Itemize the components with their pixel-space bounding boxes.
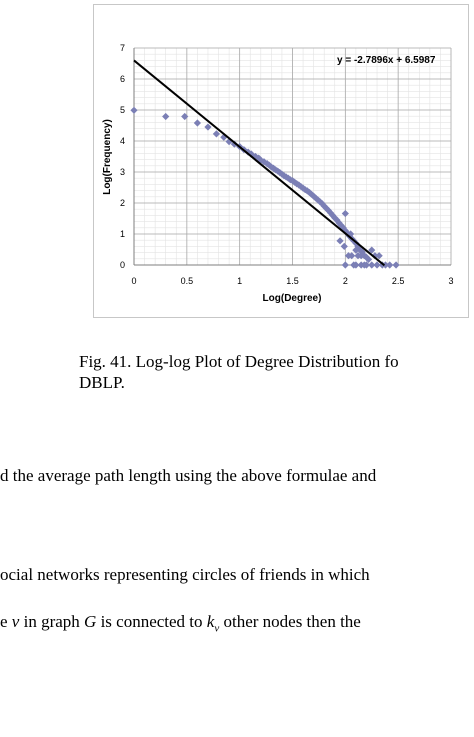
data-point [212,130,221,138]
data-point [350,261,358,269]
data-point [371,252,379,260]
math-v: v [11,612,20,631]
gridlines [133,47,452,266]
math-G: G [84,612,97,631]
data-point [354,242,362,250]
data-point [392,261,400,269]
y-tick-label: 7 [120,43,125,53]
data-point [373,261,381,269]
y-tick-label: 1 [120,229,125,239]
x-axis-label: Log(Degree) [263,293,322,304]
y-tick-label: 2 [120,198,125,208]
figure-caption-line2: DBLP. [79,373,125,392]
data-point [368,261,376,269]
x-tick-label: 2 [343,276,348,286]
x-tick-label: 0.5 [181,276,194,286]
data-point [314,196,322,204]
body-text-line3: e v in graph G is connected to kv other … [0,612,361,638]
data-point [130,106,138,114]
data-point [274,167,282,175]
data-point [204,123,212,131]
data-point [329,211,337,219]
tick-labels: 0 0.5 1 1.5 2 2.5 3 0 1 2 3 4 5 6 7 [120,43,454,286]
data-point [375,252,383,260]
data-point [364,255,373,264]
text-segment: e [0,612,12,631]
data-point [316,198,324,206]
figure-caption-line1: Fig. 41. Log-log Plot of Degree Distribu… [79,352,399,371]
data-point [386,261,394,269]
y-tick-label: 4 [120,136,125,146]
trendline-line [133,59,386,267]
x-tick-label: 0 [131,276,136,286]
data-point [181,112,189,121]
x-tick-label: 1.5 [286,276,299,286]
data-point [331,214,339,222]
x-tick-label: 3 [448,276,453,286]
data-point [354,252,362,260]
chart-frame: 0 0.5 1 1.5 2 2.5 3 0 1 2 3 4 5 6 7 y = -2.7896x + 6.5… [93,4,469,318]
data-point [352,246,360,254]
data-point [381,261,390,269]
data-point [336,237,344,245]
data-point [299,184,307,192]
data-point [162,112,170,121]
text-segment: is connected to [96,612,207,631]
trendline-equation: y = -2.7896x + 6.5987 [337,55,436,66]
text-segment: in graph [19,612,85,631]
data-point [193,119,201,127]
trendline [133,59,386,267]
degree-distribution-chart: 0 0.5 1 1.5 2 2.5 3 0 1 2 3 4 5 6 7 y = -2.7896x + 6.5… [102,43,454,304]
y-tick-label: 6 [120,74,125,84]
data-point [341,261,349,269]
data-point [341,209,349,218]
text-segment: other nodes then the [219,612,361,631]
data-point [368,246,376,254]
data-point [340,242,348,250]
y-tick-label: 0 [120,260,125,270]
y-tick-label: 3 [120,167,125,177]
y-tick-label: 5 [120,105,125,115]
x-tick-label: 2.5 [392,276,405,286]
body-text-line2: ocial networks representing circles of f… [0,565,370,584]
data-point [344,252,353,260]
math-k: k [206,612,215,631]
y-axis-label: Log(Frequency) [102,119,113,195]
data-point [360,261,368,269]
body-text-line1: d the average path length using the abov… [0,466,377,485]
math-k-subscript: v [214,622,220,635]
x-tick-label: 1 [237,276,242,286]
